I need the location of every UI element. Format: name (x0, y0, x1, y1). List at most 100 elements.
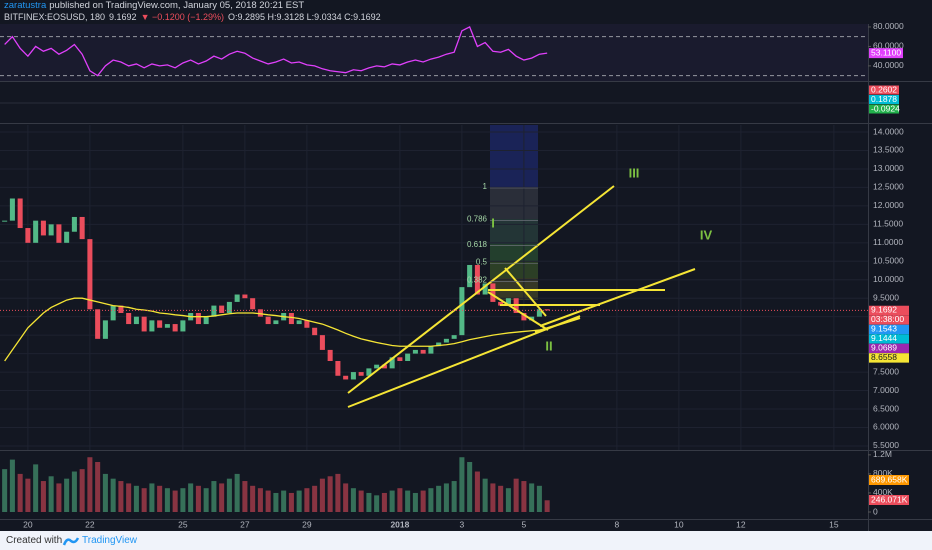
candle (490, 283, 496, 302)
volume-bar (505, 488, 511, 512)
fib-label: 0.382 (467, 275, 488, 284)
candle (87, 239, 93, 310)
volume-bar (149, 483, 155, 512)
volume-bar (33, 464, 39, 512)
candle (157, 320, 163, 328)
candle (33, 220, 39, 243)
volume-bar (226, 478, 232, 512)
volume-bar (133, 485, 139, 512)
wave-label: I (491, 215, 495, 230)
fib-box (490, 125, 538, 300)
candle (71, 216, 77, 232)
chart: 20 22 25 27 29 2018 3 5 8 10 12 1514.000013.500013.… (0, 21, 932, 531)
candle (203, 316, 209, 325)
candle (250, 298, 256, 310)
volume-bar (141, 488, 147, 512)
volume-bar (180, 488, 186, 512)
volume-bar (288, 492, 294, 512)
x-tick-label: 29 (302, 519, 312, 529)
candle (443, 338, 449, 343)
macd-label-box (869, 104, 899, 114)
volume-bar (405, 490, 411, 512)
ohlc: O:9.2895 H:9.3128 L:9.0334 C:9.1692 (228, 12, 381, 22)
volume-bar (420, 490, 426, 512)
volume-bar (71, 471, 77, 512)
volume-label: 246.071K (871, 494, 908, 504)
price-label: 9.0689 (871, 343, 897, 353)
volume-bar (118, 481, 124, 512)
rsi-value-box (869, 48, 903, 59)
brand[interactable]: TradingView (82, 535, 138, 546)
candle (219, 305, 225, 313)
candle (257, 309, 263, 317)
macd-label-box (869, 85, 899, 95)
volume-bar (64, 478, 70, 512)
volume-label: 689.658K (871, 474, 908, 484)
volume-bar (443, 483, 449, 512)
macd-label: -0.0924 (871, 103, 900, 113)
change: ▼ −0.1200 (−1.29%) (140, 12, 225, 22)
volume-bar (319, 478, 325, 512)
price-label: 9.1692 (871, 305, 897, 315)
y-tick-label: 11.5000 (873, 219, 903, 229)
volume-bar (211, 481, 217, 512)
candle (288, 312, 294, 325)
candle (467, 264, 473, 288)
volume-bar (195, 485, 201, 512)
candle (436, 342, 442, 347)
volume-bar (513, 478, 519, 512)
logo (62, 537, 80, 546)
x-tick-label: 27 (240, 519, 250, 529)
candle (521, 312, 527, 321)
price-label-box (869, 324, 909, 335)
created-with: Created with (6, 535, 63, 546)
volume-bar (157, 485, 163, 512)
rsi-line (4, 26, 548, 77)
footer: Created with TradingView (0, 531, 932, 550)
volume-bar (451, 481, 457, 512)
volume-bar (544, 500, 550, 512)
volume-bar (498, 485, 504, 512)
y-tick-label: 5.5000 (873, 440, 899, 450)
price-label: 9.1444 (871, 333, 897, 343)
volume-bar (312, 485, 318, 512)
candle (195, 312, 201, 325)
candle (149, 320, 155, 332)
fib-label: 0.5 (476, 258, 488, 267)
volume-bar (257, 488, 263, 512)
volume-bar (304, 488, 310, 512)
candles (0, 125, 868, 512)
candle (451, 335, 457, 339)
wave-label: II (545, 338, 552, 353)
macd-label: 0.2602 (871, 84, 897, 94)
volume-bar (343, 483, 349, 512)
volume-bar (366, 492, 372, 512)
volume-bar (397, 488, 403, 512)
candle (226, 301, 232, 313)
x-tick-label: 15 (829, 519, 839, 529)
author[interactable]: zaratustra (4, 0, 47, 11)
volume-bar (327, 476, 333, 512)
candle (172, 324, 178, 332)
candle (296, 320, 302, 325)
y-tick-label: 7.0000 (873, 385, 899, 395)
volume-bar (436, 485, 442, 512)
rsi-tick-label: 80.0000 (873, 21, 904, 31)
candle (505, 298, 511, 306)
candle (420, 349, 426, 354)
candle (126, 312, 132, 325)
y-tick-label: 13.0000 (873, 163, 904, 173)
candle (327, 349, 333, 361)
y-tick-label: 9.5000 (873, 292, 899, 302)
volume-bar (281, 490, 287, 512)
volume-bar (79, 469, 85, 512)
x-tick-label: 12 (736, 519, 746, 529)
y-tick-label: 14.0000 (873, 126, 904, 136)
candle (110, 305, 116, 321)
candle (95, 309, 101, 339)
volume-label-box (869, 475, 909, 485)
volume-bar (335, 473, 341, 512)
candle (164, 324, 170, 328)
rsi-value-label: 53.1100 (871, 47, 901, 57)
